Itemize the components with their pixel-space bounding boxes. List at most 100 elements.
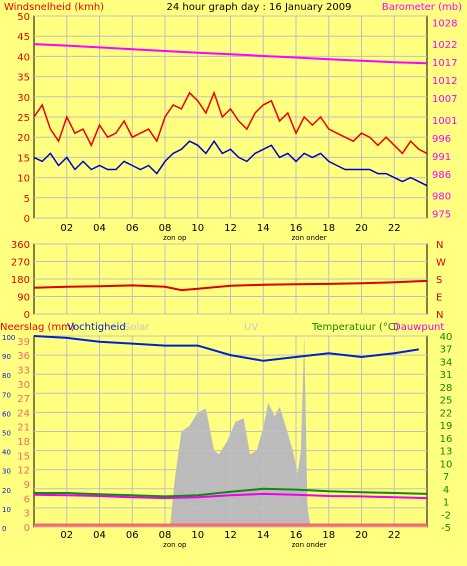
x-tick-label: 10 bbox=[191, 223, 204, 234]
barometer-y-tick-label: 991 bbox=[432, 152, 451, 163]
temperature-y-tick-label: -2 bbox=[441, 510, 451, 521]
x-tick-label: 06 bbox=[126, 530, 139, 541]
compass-label: N bbox=[436, 310, 443, 321]
humidity-line bbox=[33, 335, 419, 362]
rain-y-tick-label: 27 bbox=[17, 394, 30, 405]
rain-y-tick-label: 3 bbox=[24, 509, 30, 520]
direction-y-tick-label: 270 bbox=[11, 258, 30, 269]
compass-label: W bbox=[436, 258, 446, 269]
direction-y-tick-label: 0 bbox=[24, 310, 30, 321]
x-tick-label: 14 bbox=[257, 223, 270, 234]
sunset-label: zon onder bbox=[292, 234, 327, 242]
x-tick-label: 18 bbox=[322, 223, 335, 234]
temperature-y-tick-label: 37 bbox=[440, 345, 453, 356]
temperature-y-tick-label: 16 bbox=[440, 434, 453, 445]
humidity-y-ticks: 0 10 20 30 40 50 60 70 80 90 100 bbox=[2, 334, 15, 533]
legend-temperature: Temperatuur (°C) bbox=[311, 322, 399, 333]
barometer-y-tick-label: 1012 bbox=[432, 76, 457, 87]
legend-uv: UV bbox=[244, 322, 258, 333]
sunrise-label-bottom: zon op bbox=[163, 541, 187, 549]
humidity-y-tick-label: 50 bbox=[2, 430, 11, 438]
compass-label: E bbox=[436, 293, 442, 304]
sunset-label-bottom: zon onder bbox=[292, 541, 327, 549]
rain-y-tick-label: 0 bbox=[24, 523, 30, 534]
barometer-y-tick-label: 975 bbox=[432, 210, 451, 221]
humidity-y-tick-label: 20 bbox=[2, 487, 11, 495]
temperature-y-tick-label: 25 bbox=[440, 396, 453, 407]
x-tick-label: 06 bbox=[126, 223, 139, 234]
x-tick-label: 18 bbox=[322, 530, 335, 541]
x-tick-label: 04 bbox=[93, 223, 106, 234]
barometer-y-tick-label: 1007 bbox=[432, 94, 457, 105]
wind-y-tick-label: 45 bbox=[17, 32, 30, 43]
x-tick-label: 08 bbox=[159, 530, 172, 541]
humidity-y-tick-label: 100 bbox=[2, 334, 15, 342]
wind-direction-y-ticks: 0 90 180 270 360 bbox=[11, 240, 30, 321]
wind-y-tick-label: 40 bbox=[17, 52, 30, 63]
temperature-line bbox=[34, 487, 428, 498]
rain-y-tick-label: 33 bbox=[17, 365, 30, 376]
temperature-y-tick-label: 34 bbox=[440, 357, 453, 368]
barometer-line bbox=[33, 43, 428, 65]
compass-label: S bbox=[436, 275, 442, 286]
barometer-y-tick-label: 1001 bbox=[432, 116, 457, 127]
rain-y-tick-label: 9 bbox=[24, 480, 30, 491]
humidity-y-tick-label: 30 bbox=[2, 468, 11, 476]
wind-y-tick-label: 5 bbox=[24, 194, 30, 205]
lower-legend: Neerslag (mm) Vochtigheid Solar UV Tempe… bbox=[0, 322, 444, 333]
wind-gust-line bbox=[33, 90, 428, 155]
x-tick-label: 20 bbox=[355, 223, 368, 234]
wind-speed-line bbox=[33, 139, 428, 187]
direction-y-tick-label: 180 bbox=[11, 275, 30, 286]
compass-label: N bbox=[436, 240, 443, 251]
climate-x-ticks: 02 04 06 08 10 12 14 16 18 20 22 bbox=[60, 530, 400, 541]
temperature-y-tick-label: 31 bbox=[440, 370, 453, 381]
rain-y-tick-label: 6 bbox=[24, 494, 30, 505]
legend-rain: Neerslag (mm) bbox=[0, 322, 75, 333]
temperature-y-tick-label: 19 bbox=[440, 421, 453, 432]
temperature-y-tick-label: 13 bbox=[440, 447, 453, 458]
wind-speed-axis-label: Windsnelheid (kmh) bbox=[4, 2, 104, 13]
wind-y-tick-label: 10 bbox=[17, 174, 30, 185]
temperature-y-tick-label: 7 bbox=[443, 472, 449, 483]
humidity-y-tick-label: 60 bbox=[2, 410, 11, 418]
rain-y-tick-label: 12 bbox=[17, 466, 30, 477]
wind-y-tick-label: 35 bbox=[17, 73, 30, 84]
humidity-y-tick-label: 70 bbox=[2, 391, 11, 399]
humidity-y-tick-label: 10 bbox=[2, 506, 11, 514]
sunrise-label: zon op bbox=[163, 234, 187, 242]
x-tick-label: 20 bbox=[355, 530, 368, 541]
temperature-y-tick-label: 10 bbox=[440, 459, 453, 470]
temperature-y-tick-label: 28 bbox=[440, 383, 453, 394]
humidity-y-tick-label: 80 bbox=[2, 372, 11, 380]
rain-y-tick-label: 30 bbox=[17, 380, 30, 391]
wind-y-tick-label: 15 bbox=[17, 153, 30, 164]
x-tick-label: 10 bbox=[191, 530, 204, 541]
x-tick-label: 16 bbox=[290, 530, 303, 541]
legend-solar: Solar bbox=[124, 322, 150, 333]
wind-y-tick-label: 50 bbox=[17, 12, 30, 23]
rain-y-tick-label: 15 bbox=[17, 451, 30, 462]
x-tick-label: 12 bbox=[224, 223, 237, 234]
barometer-y-tick-label: 1017 bbox=[432, 58, 457, 69]
direction-y-tick-label: 360 bbox=[11, 240, 30, 251]
wind-direction-line bbox=[33, 279, 428, 292]
rain-y-tick-label: 39 bbox=[17, 337, 30, 348]
x-tick-label: 22 bbox=[388, 530, 401, 541]
humidity-y-tick-label: 0 bbox=[2, 525, 6, 533]
temperature-y-tick-label: 1 bbox=[443, 498, 449, 509]
wind-speed-y-ticks: 0 5 10 15 20 25 30 35 40 45 50 bbox=[17, 12, 30, 225]
rain-y-tick-label: 21 bbox=[17, 423, 30, 434]
wind-y-tick-label: 30 bbox=[17, 93, 30, 104]
temperature-y-tick-label: -5 bbox=[441, 523, 451, 534]
temperature-y-tick-label: 22 bbox=[440, 408, 453, 419]
rain-y-tick-label: 18 bbox=[17, 437, 30, 448]
rain-y-tick-label: 36 bbox=[17, 351, 30, 362]
humidity-y-tick-label: 90 bbox=[2, 353, 11, 361]
wind-barometer-grid bbox=[34, 15, 427, 219]
dewpoint-line bbox=[33, 492, 428, 500]
rain-y-tick-label: 24 bbox=[17, 408, 30, 419]
